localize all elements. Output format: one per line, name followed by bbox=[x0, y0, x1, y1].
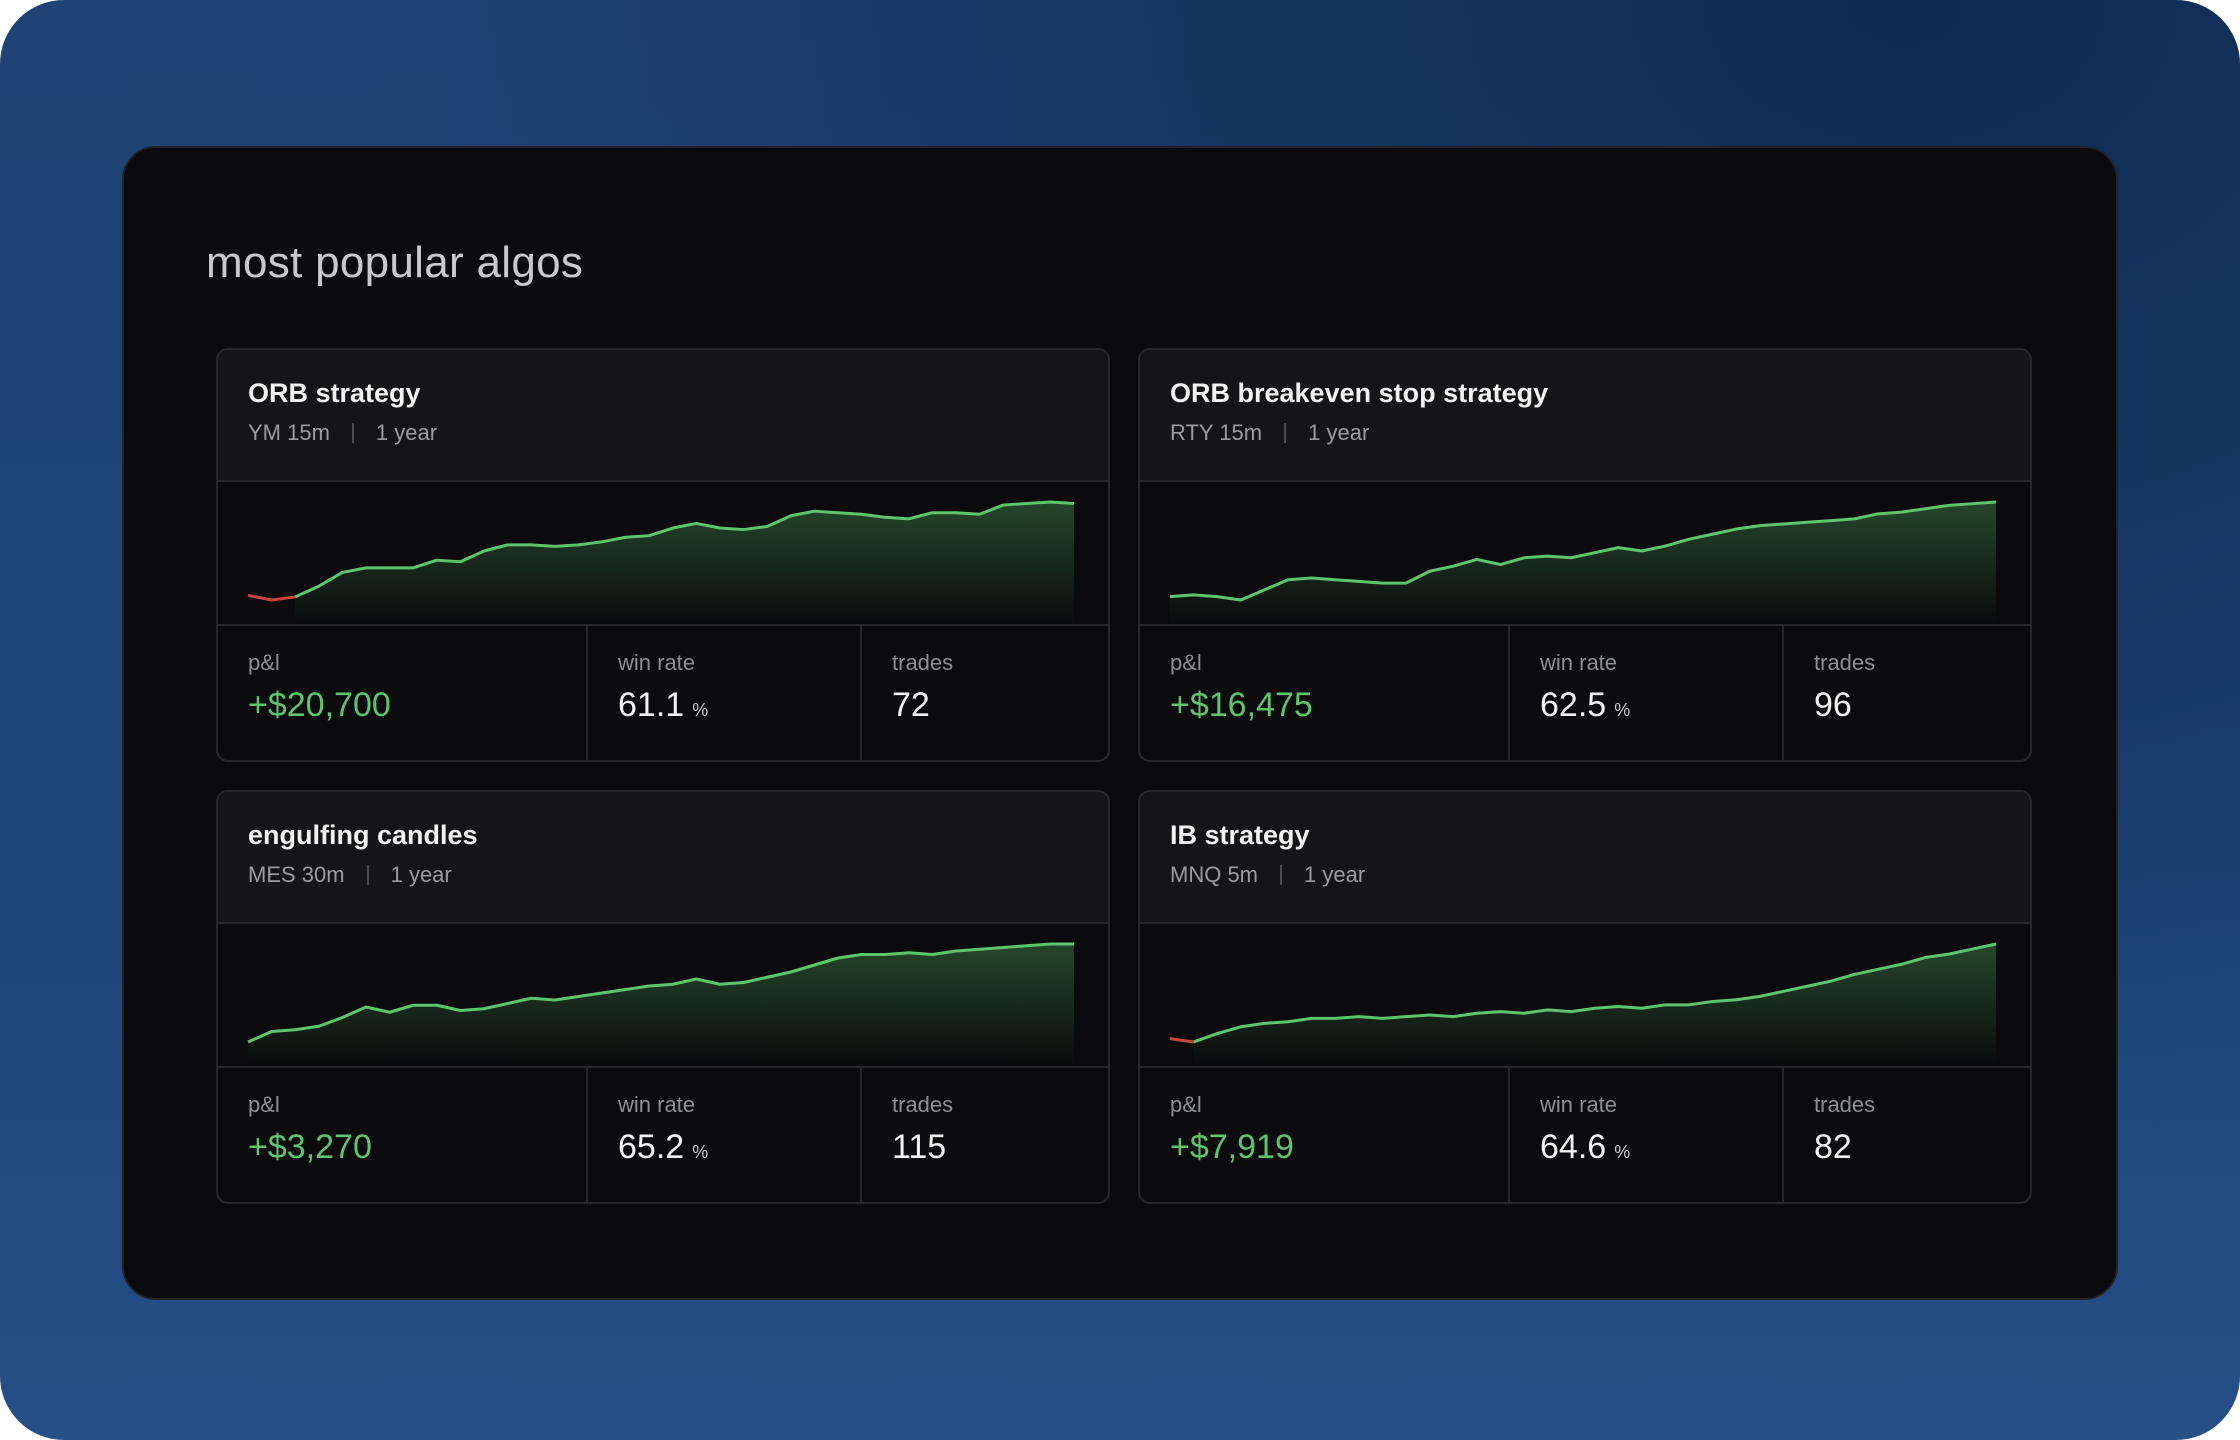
pl-stat: p&l +$3,270 bbox=[218, 1068, 588, 1202]
pl-value: +$16,475 bbox=[1170, 686, 1313, 724]
equity-line bbox=[294, 500, 1075, 599]
algo-name: IB strategy bbox=[1170, 820, 1310, 850]
algo-card[interactable]: IB strategy MNQ 5m 1 year p&l +$7,919 wi… bbox=[1138, 790, 2032, 1204]
win-rate-value: 61.1% bbox=[618, 686, 708, 725]
equity-line bbox=[247, 942, 1074, 1044]
meta-divider bbox=[366, 865, 369, 885]
trades-value: 115 bbox=[892, 1128, 947, 1166]
percent-sign: % bbox=[692, 1142, 709, 1162]
algo-period: 1 year bbox=[390, 862, 452, 887]
algo-instrument: MNQ 5m bbox=[1170, 862, 1258, 887]
win-rate-stat: win rate 61.1% bbox=[588, 626, 862, 760]
equity-area bbox=[1193, 944, 1996, 1066]
trades-stat: trades 72 bbox=[862, 626, 1108, 760]
algo-meta: MES 30m 1 year bbox=[248, 862, 452, 888]
trades-label: trades bbox=[892, 1092, 954, 1117]
trades-stat: trades 82 bbox=[1784, 1068, 2030, 1202]
equity-line bbox=[1193, 942, 1997, 1044]
pl-label: p&l bbox=[1170, 650, 1202, 675]
drawdown-line bbox=[247, 593, 296, 602]
stats-row: p&l +$16,475 win rate 62.5% trades 96 bbox=[1140, 624, 2030, 760]
meta-divider bbox=[1280, 865, 1282, 885]
algo-instrument: YM 15m bbox=[248, 420, 330, 445]
trades-label: trades bbox=[1814, 1092, 1876, 1117]
win-rate-label: win rate bbox=[618, 650, 696, 675]
win-rate-label: win rate bbox=[1540, 1092, 1618, 1117]
algo-name: engulfing candles bbox=[248, 820, 478, 850]
meta-divider bbox=[351, 423, 354, 443]
pl-label: p&l bbox=[248, 650, 280, 675]
win-rate-stat: win rate 64.6% bbox=[1510, 1068, 1784, 1202]
page-title: most popular algos bbox=[206, 238, 584, 287]
trades-value: 82 bbox=[1814, 1128, 1852, 1166]
pl-value: +$3,270 bbox=[248, 1128, 372, 1166]
percent-sign: % bbox=[1614, 700, 1631, 720]
win-rate-label: win rate bbox=[1540, 650, 1618, 675]
percent-sign: % bbox=[1614, 1142, 1631, 1162]
equity-curve-chart bbox=[1169, 500, 1997, 624]
win-rate-value: 62.5% bbox=[1540, 686, 1630, 725]
algo-name: ORB strategy bbox=[248, 378, 421, 408]
equity-area bbox=[248, 944, 1074, 1066]
win-rate-label: win rate bbox=[618, 1092, 696, 1117]
algos-panel: most popular algos ORB strategy YM 15m 1… bbox=[122, 146, 2118, 1300]
equity-area bbox=[295, 502, 1074, 624]
equity-area bbox=[1170, 502, 1996, 624]
equity-line bbox=[1169, 500, 1997, 602]
trades-stat: trades 96 bbox=[1784, 626, 2030, 760]
win-rate-stat: win rate 65.2% bbox=[588, 1068, 862, 1202]
trades-stat: trades 115 bbox=[862, 1068, 1108, 1202]
win-rate-number: 65.2 bbox=[618, 1128, 685, 1166]
percent-sign: % bbox=[692, 700, 709, 720]
algo-card[interactable]: ORB breakeven stop strategy RTY 15m 1 ye… bbox=[1138, 348, 2032, 762]
trades-value: 96 bbox=[1814, 686, 1852, 724]
algo-instrument: RTY 15m bbox=[1170, 420, 1263, 445]
algo-period: 1 year bbox=[1308, 420, 1370, 445]
win-rate-stat: win rate 62.5% bbox=[1510, 626, 1784, 760]
algo-meta: YM 15m 1 year bbox=[248, 420, 437, 446]
stats-row: p&l +$20,700 win rate 61.1% trades 72 bbox=[218, 624, 1108, 760]
equity-curve-chart bbox=[1169, 942, 1997, 1066]
win-rate-number: 64.6 bbox=[1540, 1128, 1607, 1166]
card-header: IB strategy MNQ 5m 1 year bbox=[1140, 792, 2030, 924]
pl-stat: p&l +$20,700 bbox=[218, 626, 588, 760]
win-rate-number: 62.5 bbox=[1540, 686, 1607, 724]
card-header: engulfing candles MES 30m 1 year bbox=[218, 792, 1108, 924]
algo-card[interactable]: engulfing candles MES 30m 1 year p&l +$3… bbox=[216, 790, 1110, 1204]
equity-curve-chart bbox=[247, 942, 1074, 1066]
stats-row: p&l +$7,919 win rate 64.6% trades 82 bbox=[1140, 1066, 2030, 1202]
pl-label: p&l bbox=[248, 1092, 280, 1117]
trades-label: trades bbox=[1814, 650, 1876, 675]
algo-period: 1 year bbox=[1304, 862, 1366, 887]
drawdown-line bbox=[1169, 1037, 1194, 1044]
card-header: ORB breakeven stop strategy RTY 15m 1 ye… bbox=[1140, 350, 2030, 482]
pl-value: +$7,919 bbox=[1170, 1128, 1294, 1166]
algo-name: ORB breakeven stop strategy bbox=[1170, 378, 1549, 408]
card-header: ORB strategy YM 15m 1 year bbox=[218, 350, 1108, 482]
pl-value: +$20,700 bbox=[248, 686, 391, 724]
pl-label: p&l bbox=[1170, 1092, 1202, 1117]
trades-value: 72 bbox=[892, 686, 930, 724]
algo-meta: MNQ 5m 1 year bbox=[1170, 862, 1365, 888]
meta-divider bbox=[1284, 423, 1287, 443]
win-rate-value: 65.2% bbox=[618, 1128, 708, 1167]
equity-curve-chart bbox=[247, 500, 1075, 624]
algo-instrument: MES 30m bbox=[248, 862, 345, 887]
pl-stat: p&l +$16,475 bbox=[1140, 626, 1510, 760]
win-rate-number: 61.1 bbox=[618, 686, 685, 724]
algo-card[interactable]: ORB strategy YM 15m 1 year p&l +$20,700 … bbox=[216, 348, 1110, 762]
pl-stat: p&l +$7,919 bbox=[1140, 1068, 1510, 1202]
trades-label: trades bbox=[892, 650, 954, 675]
stats-row: p&l +$3,270 win rate 65.2% trades 115 bbox=[218, 1066, 1108, 1202]
algo-period: 1 year bbox=[375, 420, 438, 445]
win-rate-value: 64.6% bbox=[1540, 1128, 1630, 1167]
algo-meta: RTY 15m 1 year bbox=[1170, 420, 1369, 446]
